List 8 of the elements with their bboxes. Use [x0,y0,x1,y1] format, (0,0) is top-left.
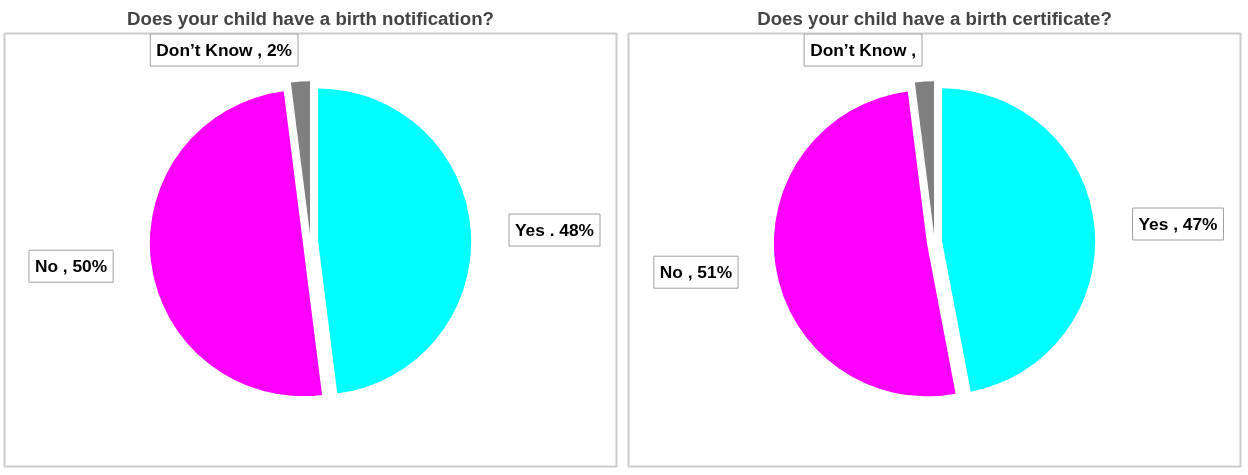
slice-label: No , 50% [34,256,108,277]
slice-label: No , 51% [659,262,733,283]
chart-title: Does your child have a birth certificate? [757,7,1112,29]
slice-label: Don’t Know , 2% [156,40,293,61]
slice-label: Don’t Know , [810,40,917,61]
chart-title: Does your child have a birth notification? [127,7,494,29]
slice-label: Yes . 48% [515,220,595,241]
slice-label: Yes , 47% [1138,214,1218,234]
